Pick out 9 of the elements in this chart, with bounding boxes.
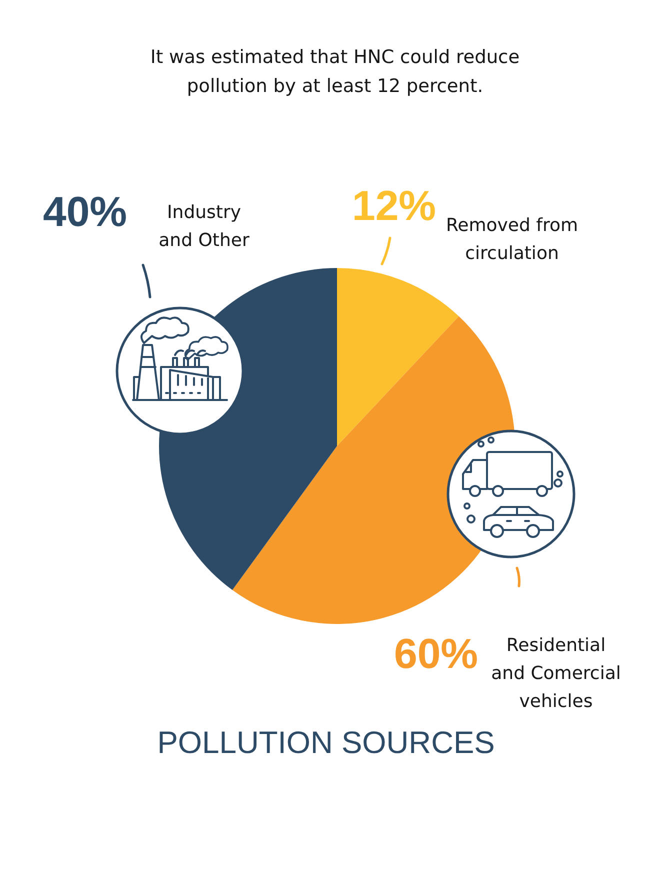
pie-slice [337, 268, 459, 446]
chart-subtitle: It was estimated that HNC could reduce pollution by at least 12 percent. [150, 47, 520, 97]
text: POLLUTION SOURCES [157, 725, 495, 760]
slice-label: Residential and Comercial vehicles [491, 635, 621, 712]
data-label: 40% [42, 188, 128, 235]
text: 60% [394, 630, 478, 677]
slice-label: Removed from circulation [446, 215, 578, 264]
data-label: 12% [352, 182, 436, 229]
slice-label: Industry and Other [158, 202, 250, 251]
